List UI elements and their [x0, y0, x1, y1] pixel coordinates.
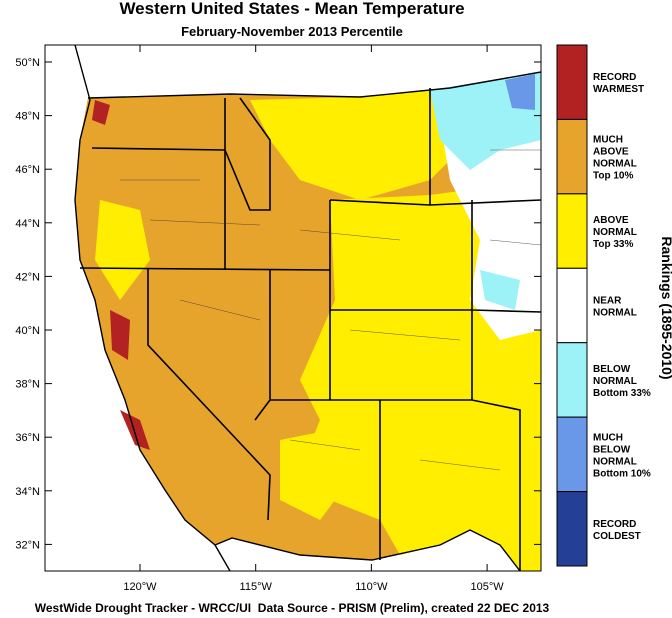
legend-label: ABOVE — [593, 215, 629, 226]
legend-label: Top 33% — [593, 239, 633, 250]
region — [480, 270, 520, 310]
region — [95, 200, 150, 300]
legend-label: NORMAL — [593, 456, 637, 467]
lat-tick-label: 34°N — [15, 486, 40, 498]
lat-tick-label: 32°N — [15, 539, 40, 551]
footer: WestWide Drought Tracker - WRCC/UI Data … — [35, 601, 550, 615]
lat-tick-label: 36°N — [15, 432, 40, 444]
legend-label: WARMEST — [593, 84, 644, 95]
legend-label: Bottom 10% — [593, 468, 651, 479]
lat-tick-label: 42°N — [15, 271, 40, 283]
national-border — [87, 71, 541, 99]
legend-label: BELOW — [593, 364, 631, 375]
region — [110, 310, 130, 360]
legend-swatch — [556, 342, 588, 418]
legend-title: Rankings (1895-2010) — [659, 236, 672, 379]
legend-label: MUCH — [593, 135, 623, 146]
legend-swatch — [556, 193, 588, 269]
legend-swatch — [556, 491, 588, 567]
lat-tick-label: 50°N — [15, 57, 40, 69]
national-border — [214, 529, 521, 571]
axes: 50°N 48°N 46°N 44°N 42°N 40°N 38°N 36°N 34°N 32°N… — [15, 45, 541, 593]
legend-label: Top 10% — [593, 171, 633, 182]
region — [92, 100, 110, 125]
lat-tick-label: 46°N — [15, 164, 40, 176]
map-frame — [44, 44, 542, 572]
legend-label: NORMAL — [593, 227, 637, 238]
legend-label: BELOW — [593, 444, 631, 455]
legend-label: RECORD — [593, 519, 636, 530]
region — [505, 74, 535, 110]
legend-swatch — [556, 44, 588, 120]
legend-label: NEAR — [593, 296, 622, 307]
lat-tick-label: 38°N — [15, 379, 40, 391]
lon-tick-label: 120°W — [123, 581, 157, 593]
legend-swatch — [556, 267, 588, 344]
legend-swatch — [556, 416, 588, 493]
legend-label: RECORD — [593, 72, 636, 83]
coastline — [74, 45, 231, 571]
lat-tick-label: 48°N — [15, 111, 40, 123]
county-lines — [120, 149, 541, 471]
lon-tick-label: 105°W — [471, 581, 505, 593]
legend-label: ABOVE — [593, 147, 629, 158]
legend-label: NORMAL — [593, 308, 637, 319]
region — [280, 430, 350, 520]
lon-tick-label: 110°W — [355, 581, 388, 593]
region — [250, 88, 470, 200]
region — [120, 410, 150, 450]
map-area — [45, 45, 541, 571]
lon-tick-label: 115°W — [240, 581, 273, 593]
lat-tick-label: 40°N — [15, 325, 40, 337]
legend-label: COLDEST — [593, 531, 641, 542]
legend-label: NORMAL — [593, 376, 637, 387]
legend-label: Bottom 33% — [593, 388, 651, 399]
legend-label: MUCH — [593, 432, 623, 443]
state-line — [79, 88, 541, 571]
title: Western United States - Mean Temperature — [119, 0, 464, 18]
legend-label: NORMAL — [593, 159, 637, 170]
subtitle: February-November 2013 Percentile — [181, 24, 403, 39]
legend-swatch — [556, 118, 588, 195]
lat-tick-label: 44°N — [15, 218, 40, 230]
